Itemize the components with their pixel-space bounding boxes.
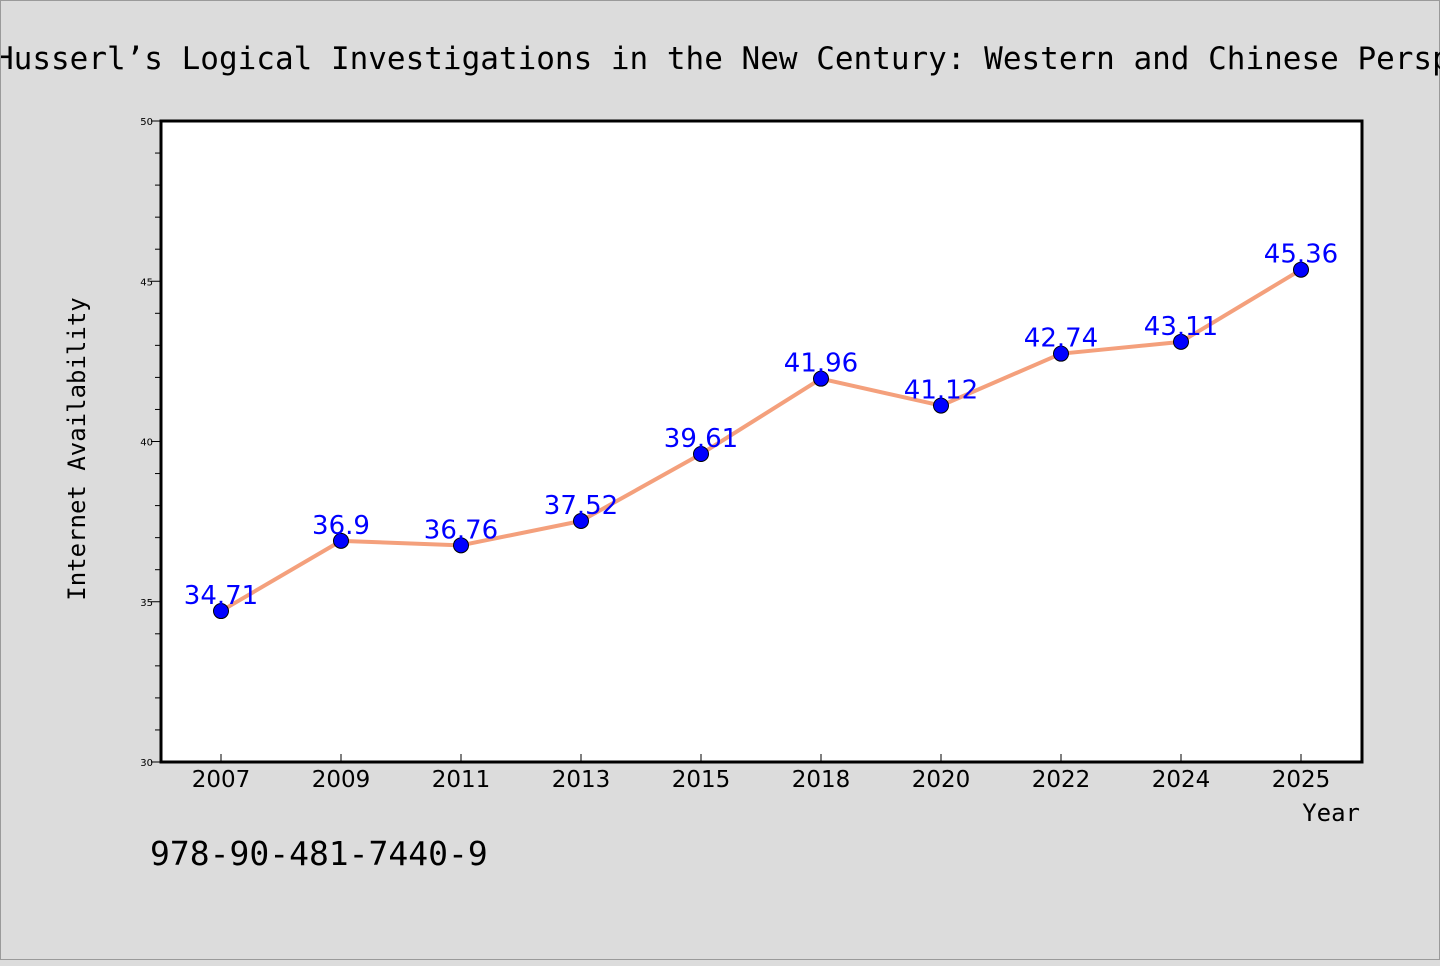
x-tick-label: 2022 <box>1032 767 1091 793</box>
y-axis-label: Internet Availability <box>63 297 91 600</box>
data-point <box>933 397 949 414</box>
x-tick-label: 2013 <box>552 767 611 793</box>
y-tick-label: 35 <box>140 598 153 609</box>
data-point <box>1053 345 1069 362</box>
x-axis-label: Year <box>1302 799 1360 827</box>
x-tick-label: 2020 <box>912 767 971 793</box>
y-tick-label: 40 <box>140 438 153 449</box>
y-tick-label: 50 <box>140 117 153 128</box>
footer-isbn: 978-90-481-7440-9 <box>150 834 488 873</box>
data-label: 37.52 <box>544 491 618 521</box>
x-tick-label: 2007 <box>192 767 251 793</box>
data-label: 39.61 <box>664 424 738 454</box>
data-series <box>213 261 1309 620</box>
data-label: 41.12 <box>904 376 978 406</box>
y-tick-label: 45 <box>140 277 153 288</box>
x-tick-label: 2015 <box>672 767 731 793</box>
data-label: 45.36 <box>1264 240 1338 270</box>
x-tick-label: 2018 <box>792 767 851 793</box>
data-label: 41.96 <box>784 349 858 379</box>
data-labels: 34.71 36.9 36.76 37.52 39.61 41.96 41.12 42.74 4… <box>184 240 1338 611</box>
data-point <box>573 512 589 529</box>
x-axis: 2007 2009 2011 2013 2015 2018 2020 2022 2024 2025 <box>192 754 1331 793</box>
plot-area <box>159 119 1364 764</box>
data-label: 36.76 <box>424 515 498 545</box>
x-tick-label: 2024 <box>1152 767 1211 793</box>
data-point <box>213 603 229 620</box>
data-point <box>813 370 829 387</box>
data-point <box>333 532 349 549</box>
data-label: 34.71 <box>184 581 258 611</box>
data-point <box>1293 261 1309 278</box>
data-label: 42.74 <box>1024 324 1098 354</box>
chart-title: Husserl’s Logical Investigations in the … <box>1 41 1440 77</box>
x-tick-label: 2011 <box>432 767 491 793</box>
y-axis: 30 35 40 45 50 <box>140 117 161 769</box>
data-label: 43.11 <box>1144 312 1218 342</box>
data-point <box>453 537 469 554</box>
data-label: 36.9 <box>312 511 370 541</box>
data-point <box>1173 333 1189 350</box>
data-point <box>693 445 709 462</box>
y-tick-label: 30 <box>140 758 153 769</box>
x-tick-label: 2025 <box>1272 767 1331 793</box>
x-tick-label: 2009 <box>312 767 371 793</box>
series-line <box>219 267 1303 614</box>
